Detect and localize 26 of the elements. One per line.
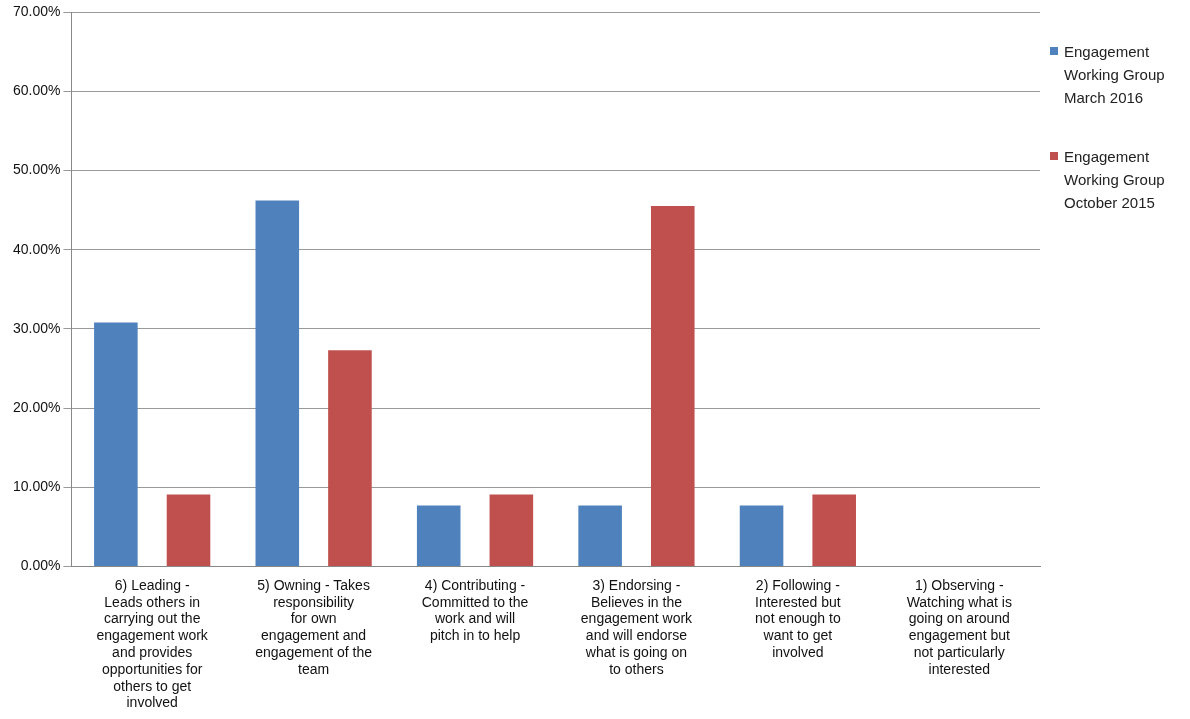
bar	[489, 494, 534, 567]
x-tick-label: 4) Contributing - Committed to the work and will pitch in to help	[421, 576, 529, 644]
x-tick-label: 2) Following - Interested but not enough to want to get involved	[755, 576, 841, 661]
bar	[578, 505, 622, 567]
y-tick-label: 70.00%	[13, 2, 61, 19]
legend-label: Engagement Working Group March 2016	[1064, 42, 1166, 108]
bar	[812, 494, 856, 567]
bar	[94, 322, 138, 567]
y-tick-label: 40.00%	[13, 240, 61, 257]
x-tick-label: 5) Owning - Takes responsibility for own engagement and engagement of the team	[255, 576, 373, 677]
bar	[650, 206, 695, 567]
y-tick-label: 60.00%	[13, 82, 61, 99]
y-tick-label: 0.00%	[20, 557, 61, 574]
y-tick-label: 30.00%	[13, 319, 61, 336]
y-tick-label: 50.00%	[13, 161, 61, 178]
bar	[166, 494, 211, 567]
y-tick-label: 10.00%	[13, 478, 61, 495]
bar	[416, 505, 461, 567]
y-tick-label: 20.00%	[13, 399, 61, 415]
bar	[255, 200, 300, 567]
bar	[739, 505, 784, 567]
x-tick-label: 3) Endorsing - Believes in the engagement work and will endorse what is going on to others	[580, 576, 694, 677]
legend-label: Engagement Working Group October 2015	[1064, 147, 1166, 213]
bar	[328, 350, 372, 567]
x-tick-label: 6) Leading - Leads others in carrying out the engagement work and provides opportunities for others to get involved	[96, 576, 209, 711]
x-tick-label: 1) Observing - Watching what is going on around engagement but not particularly interested	[906, 576, 1012, 677]
